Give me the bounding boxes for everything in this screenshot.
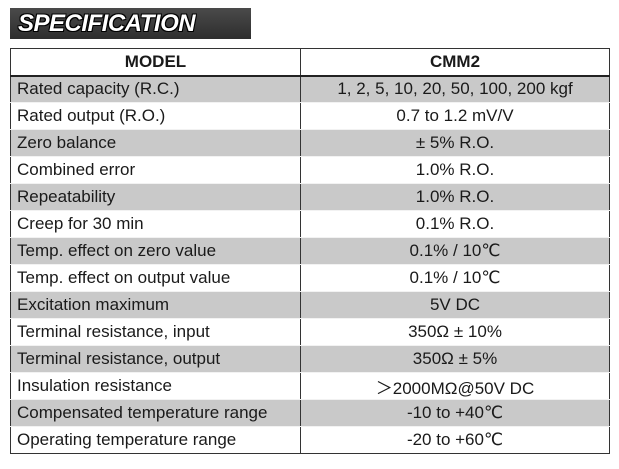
header-model: MODEL <box>10 48 301 77</box>
row-parameter: Combined error <box>10 156 301 184</box>
header-cmm2: CMM2 <box>300 48 610 77</box>
table-row: Operating temperature range -20 to +60℃ <box>10 426 610 454</box>
row-value: 1.0% R.O. <box>300 183 610 211</box>
table-row: Excitation maximum 5V DC <box>10 291 610 319</box>
table-row: Zero balance ± 5% R.O. <box>10 129 610 157</box>
table-row: Terminal resistance, input 350Ω ± 10% <box>10 318 610 346</box>
specification-table: MODEL CMM2 Rated capacity (R.C.) 1, 2, 5… <box>10 48 610 454</box>
row-value: 0.1% R.O. <box>300 210 610 238</box>
table-row: Compensated temperature range -10 to +40… <box>10 399 610 427</box>
row-value: 350Ω ± 5% <box>300 345 610 373</box>
row-parameter: Rated capacity (R.C.) <box>10 75 301 103</box>
table-header-row: MODEL CMM2 <box>10 48 610 77</box>
row-value: -10 to +40℃ <box>300 399 610 427</box>
banner-title: SPECIFICATION <box>18 9 196 37</box>
table-row: Rated output (R.O.) 0.7 to 1.2 mV/V <box>10 102 610 130</box>
table-row: Temp. effect on output value 0.1% / 10℃ <box>10 264 610 292</box>
row-value: 1.0% R.O. <box>300 156 610 184</box>
row-parameter: Rated output (R.O.) <box>10 102 301 130</box>
table-row: Insulation resistance ＞2000MΩ@50V DC <box>10 372 610 400</box>
row-value: 350Ω ± 10% <box>300 318 610 346</box>
row-parameter: Creep for 30 min <box>10 210 301 238</box>
table-row: Terminal resistance, output 350Ω ± 5% <box>10 345 610 373</box>
table-row: Rated capacity (R.C.) 1, 2, 5, 10, 20, 5… <box>10 75 610 103</box>
row-value: 1, 2, 5, 10, 20, 50, 100, 200 kgf <box>300 75 610 103</box>
row-value: 0.1% / 10℃ <box>300 264 610 292</box>
table-row: Creep for 30 min 0.1% R.O. <box>10 210 610 238</box>
row-value: 0.1% / 10℃ <box>300 237 610 265</box>
table-row: Temp. effect on zero value 0.1% / 10℃ <box>10 237 610 265</box>
row-parameter: Operating temperature range <box>10 426 301 454</box>
row-parameter: Temp. effect on output value <box>10 264 301 292</box>
row-parameter: Repeatability <box>10 183 301 211</box>
specification-banner: SPECIFICATION <box>10 8 251 39</box>
row-value: 0.7 to 1.2 mV/V <box>300 102 610 130</box>
row-parameter: Insulation resistance <box>10 372 301 400</box>
row-parameter: Terminal resistance, input <box>10 318 301 346</box>
row-value: 5V DC <box>300 291 610 319</box>
table-row: Combined error 1.0% R.O. <box>10 156 610 184</box>
row-value: -20 to +60℃ <box>300 426 610 454</box>
row-parameter: Terminal resistance, output <box>10 345 301 373</box>
row-parameter: Excitation maximum <box>10 291 301 319</box>
row-value: ＞2000MΩ@50V DC <box>300 372 610 400</box>
row-parameter: Compensated temperature range <box>10 399 301 427</box>
row-value: ± 5% R.O. <box>300 129 610 157</box>
row-parameter: Zero balance <box>10 129 301 157</box>
row-parameter: Temp. effect on zero value <box>10 237 301 265</box>
table-row: Repeatability 1.0% R.O. <box>10 183 610 211</box>
